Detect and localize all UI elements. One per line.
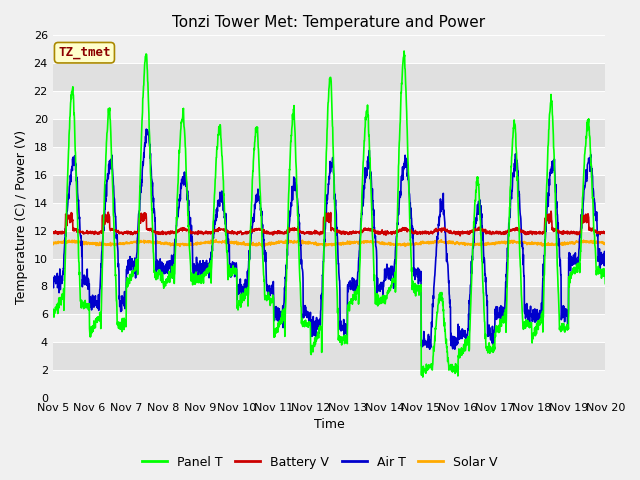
Bar bbox=[52, 230, 605, 259]
Solar V bbox=[357, 240, 365, 245]
Line: Air T: Air T bbox=[52, 129, 605, 349]
Solar V bbox=[49, 241, 56, 247]
Bar bbox=[52, 91, 605, 119]
Air T bbox=[426, 346, 433, 352]
Battery V bbox=[345, 231, 353, 237]
Battery V bbox=[553, 228, 561, 233]
Solar V bbox=[568, 239, 576, 245]
Battery V bbox=[568, 231, 576, 237]
Y-axis label: Temperature (C) / Power (V): Temperature (C) / Power (V) bbox=[15, 130, 28, 304]
Air T bbox=[203, 268, 211, 274]
Panel T bbox=[357, 230, 365, 236]
Bar bbox=[52, 63, 605, 91]
Air T bbox=[602, 259, 609, 264]
Battery V bbox=[203, 230, 211, 236]
Legend: Panel T, Battery V, Air T, Solar V: Panel T, Battery V, Air T, Solar V bbox=[138, 451, 502, 474]
Air T bbox=[357, 221, 365, 227]
Panel T bbox=[203, 270, 211, 276]
Bar bbox=[52, 175, 605, 203]
Line: Panel T: Panel T bbox=[52, 51, 605, 377]
Solar V bbox=[490, 240, 498, 246]
Panel T bbox=[568, 269, 576, 275]
Bar bbox=[52, 314, 605, 342]
Line: Solar V: Solar V bbox=[52, 240, 605, 246]
Panel T bbox=[602, 281, 609, 287]
Bar bbox=[52, 259, 605, 287]
X-axis label: Time: Time bbox=[314, 419, 344, 432]
Battery V bbox=[602, 230, 609, 236]
Air T bbox=[490, 327, 498, 333]
Panel T bbox=[490, 348, 498, 353]
Bar bbox=[52, 287, 605, 314]
Line: Battery V: Battery V bbox=[52, 211, 605, 236]
Air T bbox=[553, 203, 561, 209]
Bar bbox=[52, 7, 605, 36]
Battery V bbox=[357, 229, 365, 235]
Bar bbox=[52, 203, 605, 230]
Panel T bbox=[553, 247, 561, 253]
Battery V bbox=[490, 230, 497, 236]
Solar V bbox=[203, 240, 211, 245]
Title: Tonzi Tower Met: Temperature and Power: Tonzi Tower Met: Temperature and Power bbox=[172, 15, 486, 30]
Solar V bbox=[602, 240, 609, 246]
Air T bbox=[143, 126, 150, 132]
Air T bbox=[345, 279, 353, 285]
Bar bbox=[52, 119, 605, 147]
Solar V bbox=[345, 240, 353, 246]
Bar bbox=[52, 342, 605, 370]
Solar V bbox=[258, 243, 266, 249]
Bar bbox=[52, 370, 605, 398]
Battery V bbox=[547, 208, 555, 214]
Panel T bbox=[49, 309, 56, 315]
Bar bbox=[52, 36, 605, 63]
Solar V bbox=[553, 241, 561, 247]
Battery V bbox=[49, 230, 56, 236]
Panel T bbox=[400, 48, 408, 54]
Bar bbox=[52, 147, 605, 175]
Text: TZ_tmet: TZ_tmet bbox=[58, 46, 111, 59]
Solar V bbox=[437, 237, 445, 242]
Panel T bbox=[419, 374, 427, 380]
Air T bbox=[568, 263, 576, 268]
Battery V bbox=[456, 233, 464, 239]
Air T bbox=[49, 275, 56, 281]
Panel T bbox=[345, 304, 353, 310]
